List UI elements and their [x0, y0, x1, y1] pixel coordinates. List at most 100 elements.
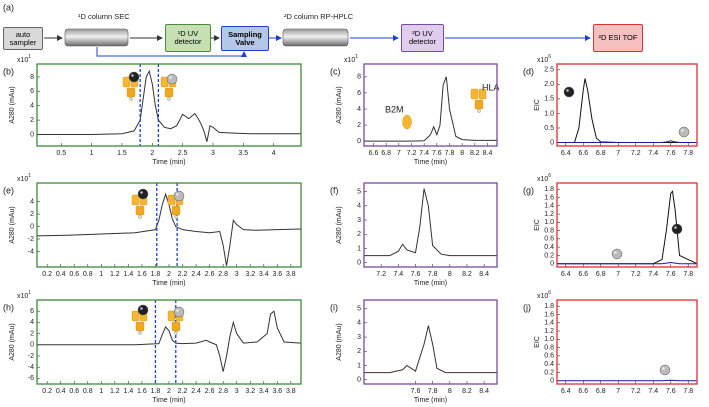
y-tick-label: 3	[357, 217, 361, 224]
x-tick-label: 2.2	[178, 271, 188, 278]
panel: (c) 6.6 6.8 7 7.2 7.4 7.6 7.8 8 8.2 8.4 0 2 4 6 8 Time (…	[330, 54, 500, 166]
y-tick-label: 1.5	[544, 96, 554, 103]
annotation: B2M	[385, 104, 404, 114]
x-tick-label: 1.2	[110, 388, 120, 395]
y-axis-title: A280 (mAu)	[9, 206, 16, 243]
x-tick-label: 6.6	[369, 150, 379, 157]
tag-icon	[138, 215, 142, 219]
protein-icon	[122, 76, 131, 88]
y-axis-title: A280 (mAu)	[336, 323, 343, 360]
x-tick-label: 0.8	[83, 271, 93, 278]
node: ¹D UV detector	[165, 24, 211, 52]
line-series	[364, 76, 497, 142]
plot-frame	[363, 63, 498, 147]
x-tick-label: 1	[99, 271, 103, 278]
x-tick-label: 1.6	[137, 271, 147, 278]
x-tick-label: 8.4	[479, 271, 489, 278]
x-tick-label: 1.4	[124, 271, 134, 278]
column-label: ²D column RP-HPLC	[284, 12, 354, 21]
multiplier-base: x10	[17, 57, 28, 64]
line-series	[37, 69, 301, 142]
x-tick-label: 7.8	[683, 150, 693, 157]
plot-frame	[363, 299, 498, 385]
x-tick-label: 1.5	[117, 150, 127, 157]
y-axis-title: A280 (mAu)	[9, 323, 16, 360]
x-tick-label: 3.6	[272, 388, 282, 395]
panel-label: (b)	[3, 66, 14, 76]
x-tick-label: 7.4	[419, 150, 429, 157]
x-tick-label: 6.6	[578, 271, 588, 278]
x-tick-label: 7	[397, 150, 401, 157]
y-axis-title: EIC	[534, 336, 541, 348]
x-axis-title: Time (min)	[414, 280, 447, 287]
x-tick-label: 3.2	[245, 388, 255, 395]
x-tick-label: 3.4	[259, 271, 269, 278]
x-tick-label: 0.2	[42, 271, 52, 278]
x-tick-label: 6.6	[578, 150, 588, 157]
x-tick-label: 7.8	[445, 150, 455, 157]
ligand-highlight	[176, 193, 179, 196]
x-tick-label: 3.8	[286, 388, 296, 395]
y-tick-label: 1.0	[544, 219, 554, 226]
ligand-highlight	[169, 76, 172, 79]
x-tick-label: 7.4	[648, 150, 658, 157]
axis-multiplier: x101	[17, 54, 31, 64]
line-series	[557, 140, 697, 144]
y-tick-label: 6	[30, 308, 34, 315]
tag-icon	[138, 331, 142, 335]
x-tick-label: 1	[99, 388, 103, 395]
x-tick-label: 7.6	[411, 271, 421, 278]
y-tick-label: 8	[357, 74, 361, 81]
ligand-highlight	[140, 307, 143, 310]
multiplier-base: x10	[537, 176, 548, 183]
x-tick-label: 0.4	[56, 388, 66, 395]
y-tick-label: 0	[357, 377, 361, 384]
line-series	[37, 192, 301, 266]
multiplier-exponent: 1	[355, 54, 358, 60]
x-tick-label: 3.5	[238, 150, 248, 157]
y-tick-label: 2	[30, 117, 34, 124]
plot-frame	[36, 182, 302, 268]
ligand-highlight	[140, 191, 143, 194]
multiplier-exponent: 6	[548, 173, 551, 179]
column-graphic	[64, 28, 129, 47]
x-tick-label: 2	[150, 150, 154, 157]
y-tick-label: 2	[30, 211, 34, 218]
protein-icon	[470, 88, 479, 100]
plot-frame	[556, 63, 698, 147]
x-tick-label: 8	[448, 271, 452, 278]
x-tick-label: 8.2	[462, 388, 472, 395]
node: ²D ESI TOF	[593, 24, 643, 52]
x-tick-label: 4	[272, 150, 276, 157]
y-tick-label: -2	[28, 236, 34, 243]
ligand-highlight	[674, 226, 677, 229]
y-tick-label: 1	[357, 245, 361, 252]
x-tick-label: 2.2	[178, 388, 188, 395]
x-tick-label: 0.2	[42, 388, 52, 395]
y-tick-label: 0.8	[544, 344, 554, 351]
x-tick-label: 7	[616, 388, 620, 395]
x-tick-label: 7.4	[648, 388, 658, 395]
x-tick-label: 3.4	[259, 388, 269, 395]
x-tick-label: 3.6	[272, 271, 282, 278]
multiplier-exponent: 1	[28, 290, 31, 296]
x-tick-label: 7.8	[428, 271, 438, 278]
multiplier-exponent: 6	[548, 54, 551, 60]
x-tick-label: 1.6	[137, 388, 147, 395]
ligand-icon	[173, 306, 185, 318]
x-tick-label: 1.8	[151, 388, 161, 395]
x-axis-title: Time (min)	[152, 159, 185, 166]
y-tick-label: 2	[357, 348, 361, 355]
y-tick-label: 3	[357, 334, 361, 341]
x-tick-label: 7.2	[631, 271, 641, 278]
x-tick-label: 2.4	[191, 271, 201, 278]
y-tick-label: 0	[30, 223, 34, 230]
panel-label: (h)	[3, 302, 14, 312]
column-graphic	[282, 28, 349, 47]
line-series	[364, 188, 497, 257]
y-tick-label: 2	[30, 330, 34, 337]
y-tick-label: -4	[28, 248, 34, 255]
protein-icon	[478, 88, 487, 100]
line-series	[557, 190, 697, 265]
y-tick-label: 0.8	[544, 227, 554, 234]
